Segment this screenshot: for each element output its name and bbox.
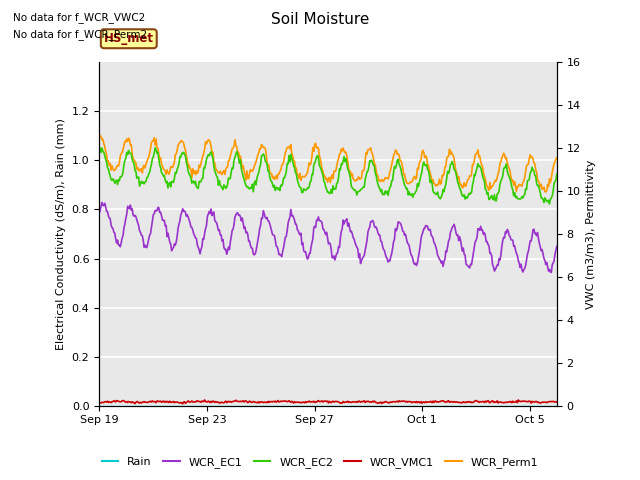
Y-axis label: VWC (m3/m3), Permittivity: VWC (m3/m3), Permittivity [586, 159, 596, 309]
Text: No data for f_WCR_VWC2: No data for f_WCR_VWC2 [13, 12, 145, 23]
Legend: Rain, WCR_EC1, WCR_EC2, WCR_VMC1, WCR_Perm1: Rain, WCR_EC1, WCR_EC2, WCR_VMC1, WCR_Pe… [97, 452, 543, 472]
Text: No data for f_WCR_Perm2: No data for f_WCR_Perm2 [13, 29, 147, 40]
Text: Soil Moisture: Soil Moisture [271, 12, 369, 27]
Text: HS_met: HS_met [104, 32, 154, 45]
Y-axis label: Electrical Conductivity (dS/m), Rain (mm): Electrical Conductivity (dS/m), Rain (mm… [56, 118, 66, 350]
